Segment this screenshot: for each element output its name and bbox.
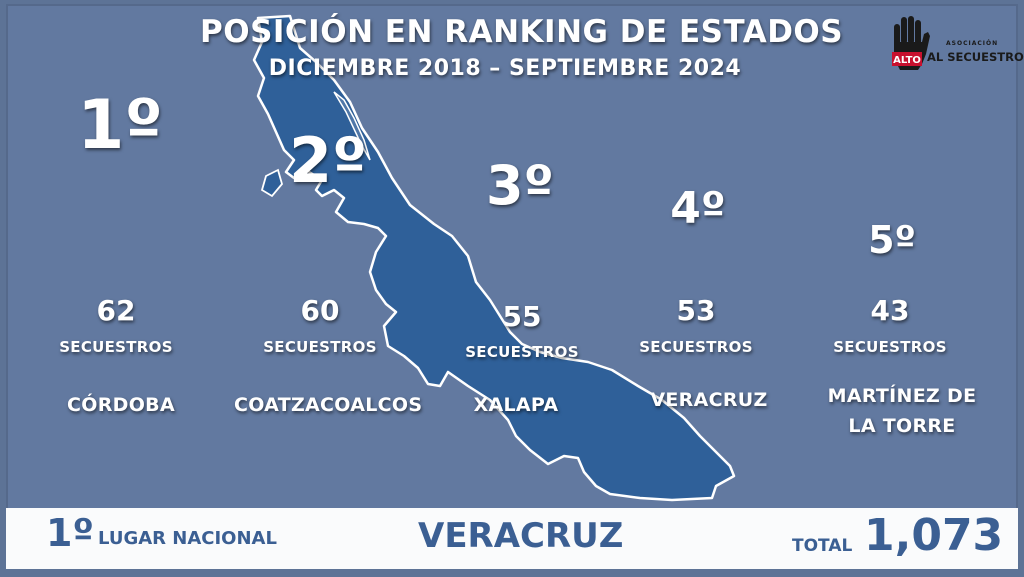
veracruz-state-shape bbox=[252, 14, 736, 502]
count-coatzacoalcos: 60 bbox=[300, 294, 340, 327]
unit-xalapa: SECUESTROS bbox=[465, 343, 579, 361]
island-shape bbox=[260, 168, 283, 198]
city-xalapa: XALAPA bbox=[473, 394, 559, 416]
raised-hand-icon: ALTO bbox=[892, 16, 930, 70]
count-martinez: 43 bbox=[870, 294, 910, 327]
unit-cordoba: SECUESTROS bbox=[59, 338, 173, 356]
rank-4-label: 4º bbox=[670, 183, 726, 234]
rank-5-label: 5º bbox=[868, 218, 916, 262]
logo-alto-text: ALTO bbox=[893, 55, 921, 66]
slide-background bbox=[6, 4, 1018, 569]
city-cordoba: CÓRDOBA bbox=[67, 394, 175, 416]
city-martinez-line1: MARTÍNEZ DE bbox=[827, 385, 977, 407]
page-title: POSICIÓN EN RANKING DE ESTADOS bbox=[200, 14, 844, 50]
count-cordoba: 62 bbox=[96, 294, 136, 327]
logo-small-text: ASOCIACIÓN bbox=[946, 40, 999, 47]
unit-veracruz: SECUESTROS bbox=[639, 338, 753, 356]
unit-martinez: SECUESTROS bbox=[833, 338, 947, 356]
lagoon-outline bbox=[333, 91, 371, 161]
logo-main-text: AL SECUESTRO bbox=[927, 50, 1024, 64]
footer-total-label: TOTAL bbox=[792, 536, 853, 556]
footer-place-number: 1º bbox=[46, 511, 94, 555]
rank-1-label: 1º bbox=[77, 86, 163, 165]
count-xalapa: 55 bbox=[502, 300, 542, 333]
rank-2-label: 2º bbox=[288, 124, 368, 197]
footer-state: VERACRUZ bbox=[418, 516, 624, 556]
count-veracruz: 53 bbox=[676, 294, 716, 327]
footer-total-value: 1,073 bbox=[864, 510, 1004, 561]
city-coatzacoalcos: COATZACOALCOS bbox=[234, 394, 423, 416]
footer-place-text: LUGAR NACIONAL bbox=[98, 528, 277, 549]
alto-al-secuestro-logo: ALTO ASOCIACIÓN AL SECUESTRO bbox=[880, 14, 1024, 76]
unit-coatzacoalcos: SECUESTROS bbox=[263, 338, 377, 356]
page-subtitle: DICIEMBRE 2018 – SEPTIEMBRE 2024 bbox=[268, 56, 742, 81]
footer-bar: 1º LUGAR NACIONAL VERACRUZ TOTAL 1,073 bbox=[6, 508, 1018, 569]
city-martinez-line2: LA TORRE bbox=[848, 415, 956, 437]
rank-3-label: 3º bbox=[485, 154, 555, 217]
city-veracruz: VERACRUZ bbox=[650, 389, 768, 411]
